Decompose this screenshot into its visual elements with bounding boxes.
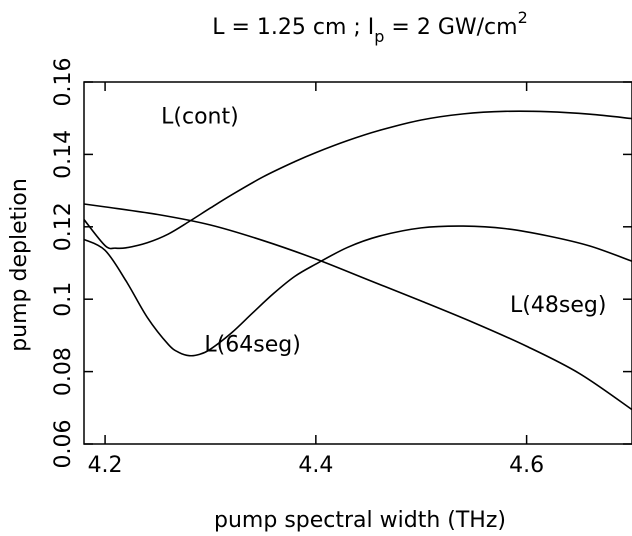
x-tick-label: 4.4 (298, 453, 333, 478)
y-tick-label: 0.1 (51, 282, 76, 317)
title-superscript: 2 (518, 8, 528, 27)
x-tick-label: 4.2 (88, 453, 123, 478)
y-tick-label: 0.16 (51, 58, 76, 107)
plot-frame (83, 81, 632, 445)
series-label-l-cont: L(cont) (161, 105, 239, 130)
series-label-l-64seg: L(64seg) (204, 333, 300, 358)
y-tick-label: 0.12 (51, 202, 76, 251)
title-prefix: L = 1.25 cm ; I (212, 15, 374, 40)
y-tick-label: 0.06 (51, 420, 76, 469)
y-axis-label: pump depletion (7, 178, 32, 352)
series-line-l-48seg (83, 203, 632, 411)
chart-title: L = 1.25 cm ; Ip = 2 GW/cm2 (212, 8, 528, 46)
title-middle: = 2 GW/cm (384, 15, 517, 40)
x-tick-label: 4.6 (509, 453, 544, 478)
title-subscript: p (374, 27, 384, 46)
x-axis-label: pump spectral width (THz) (214, 508, 506, 533)
series-label-l-48seg: L(48seg) (510, 293, 606, 318)
y-tick-label: 0.14 (51, 130, 76, 179)
y-tick-label: 0.08 (51, 347, 76, 396)
series-line-l-64seg (83, 225, 632, 357)
plot-area: 4.2 4.4 4.6 0.06 0.08 0.1 0.12 0.14 0.16 L(cont) L… (51, 58, 632, 478)
series-line-l-cont (83, 110, 632, 250)
